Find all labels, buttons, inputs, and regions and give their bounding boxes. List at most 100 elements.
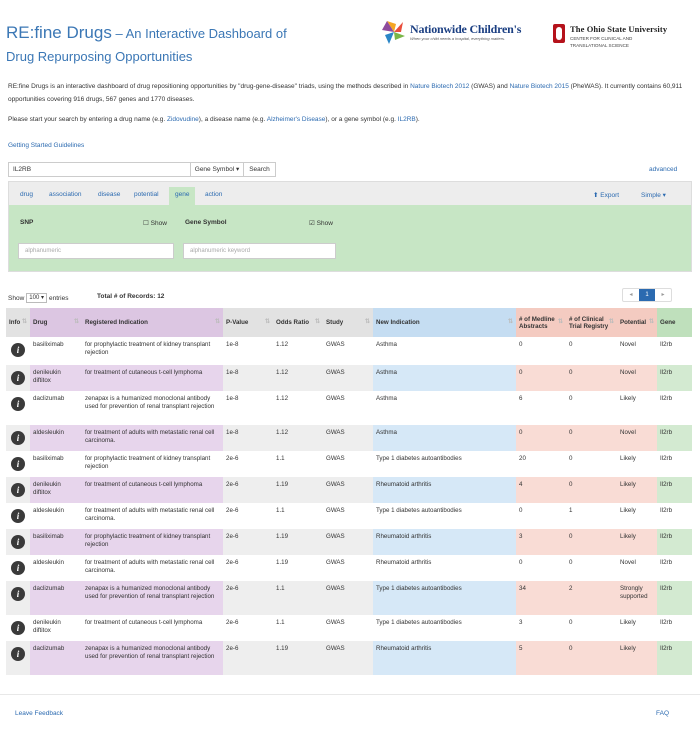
tab-potential[interactable]: potential — [134, 191, 159, 198]
cell-study: GWAS — [323, 529, 373, 555]
cell-gene: Il2rb — [660, 619, 673, 626]
cell-study: GWAS — [326, 619, 345, 626]
info-icon[interactable]: i — [11, 483, 25, 497]
tab-disease[interactable]: disease — [98, 191, 121, 198]
col-info[interactable]: Info ⇅ — [6, 308, 30, 337]
col-drug[interactable]: Drug ⇅ — [30, 308, 82, 337]
cell-potential: Likely — [617, 529, 657, 555]
col-gene[interactable]: Gene — [657, 308, 692, 337]
cell-potential: Likely — [620, 395, 636, 402]
info-icon[interactable]: i — [11, 587, 25, 601]
info-icon[interactable]: i — [11, 431, 25, 445]
col-registered-indication[interactable]: Registered Indication ⇅ — [82, 308, 223, 337]
search-type-select[interactable]: Gene Symbol ▾ — [190, 163, 243, 176]
gene-show-checkbox[interactable]: ☑ Show — [309, 220, 333, 227]
nature-biotech-2012-link[interactable]: Nature Biotech 2012 — [410, 83, 470, 90]
col-potential[interactable]: Potential ⇅ — [617, 308, 657, 337]
info-icon[interactable]: i — [11, 535, 25, 549]
info-icon[interactable]: i — [11, 561, 25, 575]
cell-drug: basiliximab — [33, 455, 64, 462]
getting-started-link[interactable]: Getting Started Guidelines — [8, 142, 85, 149]
table-row: i daclizumab zenapax is a humanized mono… — [6, 581, 692, 615]
nature-biotech-2015-link[interactable]: Nature Biotech 2015 — [509, 83, 569, 90]
export-button[interactable]: ⬆ Export — [593, 192, 620, 199]
cell-odds-ratio: 1.19 — [276, 559, 289, 566]
info-icon[interactable]: i — [11, 397, 25, 411]
cell-p-value: 2e-6 — [226, 619, 239, 626]
tab-gene[interactable]: gene — [169, 187, 196, 205]
logo1-tagline: When your child needs a hospital, everyt… — [410, 36, 506, 41]
cell-odds-ratio: 1.19 — [273, 641, 323, 675]
page-1-button[interactable]: 1 — [639, 289, 655, 301]
next-page-button[interactable]: ▸ — [661, 292, 665, 298]
search-button[interactable]: Search — [243, 163, 275, 176]
cell-gene: Il2rb — [657, 581, 692, 615]
total-records: Total # of Records: 12 — [97, 293, 165, 300]
cell-drug: basiliximab — [30, 529, 82, 555]
sort-icon: ⇅ — [608, 319, 614, 325]
cell-trials: 0 — [569, 341, 573, 348]
cell-gene: Il2rb — [657, 529, 692, 555]
faq-link[interactable]: FAQ — [656, 710, 670, 717]
cell-indication: for prophylactic treatment of kidney tra… — [85, 341, 211, 356]
cell-new-indication: Asthma — [373, 425, 516, 451]
prev-page-button[interactable]: ◂ — [629, 292, 633, 298]
col-medline[interactable]: # of Medline Abstracts ⇅ — [516, 308, 566, 337]
cell-medline: 4 — [516, 477, 566, 503]
cell-indication: for treatment of cutaneous t-cell lympho… — [82, 477, 223, 503]
cell-trials: 0 — [566, 425, 617, 451]
search-bar: IL2RB Gene Symbol ▾ Search — [8, 162, 276, 177]
cell-drug: denileukin diftitox — [30, 477, 82, 503]
info-icon[interactable]: i — [11, 621, 25, 635]
cell-study: GWAS — [323, 365, 373, 391]
example-drug-link[interactable]: Zidovudine — [166, 116, 199, 123]
nationwide-childrens-logo[interactable]: Nationwide Children's When your child ne… — [381, 16, 533, 48]
tab-action[interactable]: action — [205, 191, 223, 198]
table-row: i daclizumab zenapax is a humanized mono… — [6, 391, 692, 425]
cell-drug: daclizumab — [30, 581, 82, 615]
simple-view-toggle[interactable]: Simple ▾ — [641, 192, 666, 199]
sort-icon: ⇅ — [73, 319, 79, 325]
advanced-search-link[interactable]: advanced — [649, 166, 678, 173]
sort-icon: ⇅ — [214, 319, 220, 325]
app-name: RE:fine Drugs — [6, 23, 112, 42]
cell-study: GWAS — [326, 559, 345, 566]
col-p-value[interactable]: P-Value ⇅ — [223, 308, 273, 337]
cell-study: GWAS — [326, 341, 345, 348]
cell-new-indication: Type 1 diabetes autoantibodies — [376, 507, 462, 514]
table-row: i basiliximab for prophylactic treatment… — [6, 337, 692, 365]
cell-trials: 0 — [566, 365, 617, 391]
col-clinical-trials[interactable]: # of Clinical Trial Registry ⇅ — [566, 308, 617, 337]
cell-p-value: 1e-8 — [226, 395, 239, 402]
cell-new-indication: Asthma — [376, 341, 397, 348]
cell-medline: 0 — [519, 559, 523, 566]
snp-show-checkbox[interactable]: ☐ Show — [143, 220, 167, 227]
col-study[interactable]: Study ⇅ — [323, 308, 373, 337]
tab-drug[interactable]: drug — [20, 191, 34, 198]
example-disease-link[interactable]: Alzheimer's Disease — [266, 116, 326, 123]
table-body: i basiliximab for prophylactic treatment… — [6, 337, 692, 675]
cell-odds-ratio: 1.1 — [276, 455, 285, 462]
leave-feedback-link[interactable]: Leave Feedback — [15, 710, 64, 717]
tab-association[interactable]: association — [49, 191, 82, 198]
cell-study: GWAS — [326, 455, 345, 462]
cell-potential: Likely — [620, 619, 636, 626]
info-icon[interactable]: i — [11, 509, 25, 523]
info-icon[interactable]: i — [11, 343, 25, 357]
description: RE:fine Drugs is an interactive dashboar… — [8, 83, 683, 103]
table-row: i denileukin diftitox for treatment of c… — [6, 615, 692, 641]
sort-icon: ⇅ — [364, 319, 370, 325]
col-odds-ratio[interactable]: Odds Ratio ⇅ — [273, 308, 323, 337]
entries-dropdown[interactable]: 100 ▾ — [26, 293, 47, 303]
ohio-state-logo[interactable]: The Ohio State University CENTER FOR CLI… — [553, 24, 667, 48]
example-gene-link[interactable]: IL2RB — [397, 116, 416, 123]
snp-filter-input[interactable]: alphanumeric — [18, 243, 174, 259]
gene-filter-input[interactable]: alphanumeric keyword — [183, 243, 336, 259]
title-suffix: – An Interactive Dashboard of — [111, 26, 287, 41]
cell-p-value: 2e-6 — [226, 507, 239, 514]
info-icon[interactable]: i — [11, 647, 25, 661]
search-input[interactable]: IL2RB — [13, 166, 32, 173]
col-new-indication[interactable]: New Indication ⇅ — [373, 308, 516, 337]
info-icon[interactable]: i — [11, 371, 25, 385]
info-icon[interactable]: i — [11, 457, 25, 471]
